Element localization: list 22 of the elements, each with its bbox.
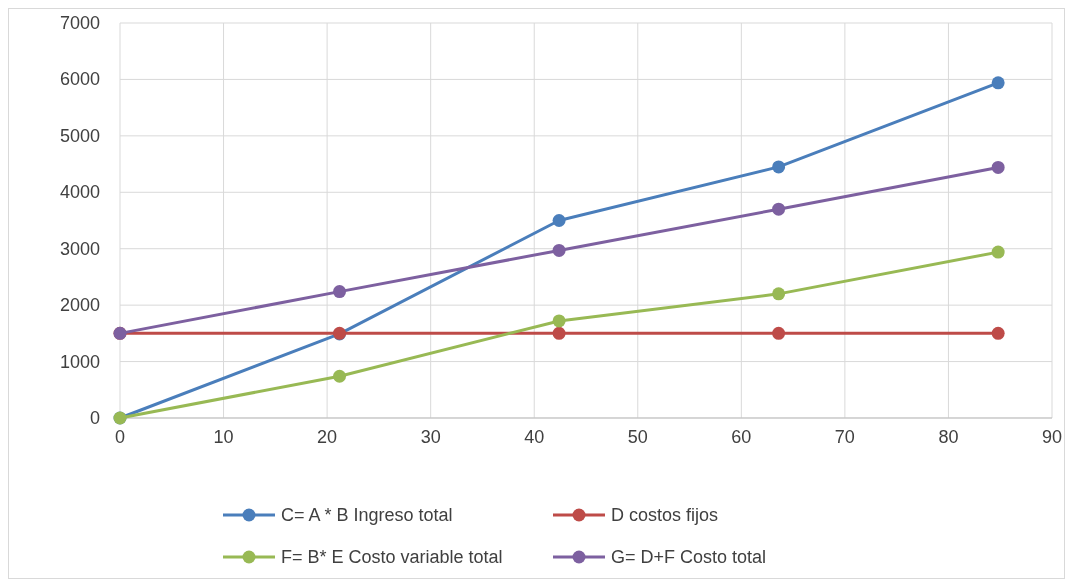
x-tick-label: 40 xyxy=(524,427,545,447)
x-tick-label: 20 xyxy=(317,427,338,447)
x-tick-label: 70 xyxy=(834,427,855,447)
x-tick-label: 0 xyxy=(114,427,126,447)
x-tick-label: 10 xyxy=(213,427,234,447)
x-tick-label: 60 xyxy=(731,427,752,447)
x-tick-label: 80 xyxy=(938,427,959,447)
legend-label: G= D+F Costo total xyxy=(611,547,767,567)
y-tick-label: 0 xyxy=(89,408,100,428)
x-tick-label: 30 xyxy=(420,427,441,447)
y-tick-label: 6000 xyxy=(59,69,100,90)
y-tick-label: 7000 xyxy=(59,13,100,33)
y-tick-label: 4000 xyxy=(59,182,100,203)
y-tick-label: 5000 xyxy=(59,125,100,146)
legend-label: D costos fijos xyxy=(611,505,719,525)
legend-label: C= A * B Ingreso total xyxy=(281,505,453,525)
legend-label: F= B* E Costo variable total xyxy=(281,547,503,567)
y-tick-label: 3000 xyxy=(59,238,100,259)
y-tick-label: 2000 xyxy=(59,295,100,316)
y-tick-label: 1000 xyxy=(59,351,100,372)
x-tick-label: 50 xyxy=(627,427,648,447)
x-tick-label: 90 xyxy=(1041,427,1063,447)
